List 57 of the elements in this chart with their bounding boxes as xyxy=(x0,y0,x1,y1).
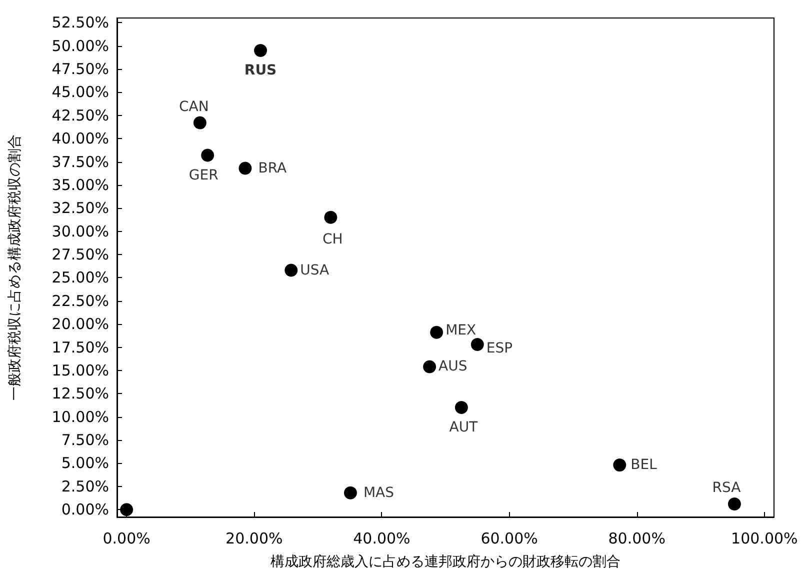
annotation: AUT xyxy=(449,420,478,436)
y-axis-title: 一般政府税収に占める構成政府税収の割合 xyxy=(7,134,23,400)
x-tick-label: 60.00% xyxy=(480,530,538,548)
annotation: CH xyxy=(322,231,343,248)
x-tick-label: 0.00% xyxy=(102,530,150,548)
point xyxy=(470,338,484,351)
y-tick-label: 27.50% xyxy=(52,246,109,264)
annotation: GER xyxy=(188,167,219,184)
y-tick-label: 5.00% xyxy=(61,454,109,472)
point xyxy=(254,44,268,57)
x-axis-title: 構成政府総歳入に占める連邦政府からの財政移転の割合 xyxy=(270,554,620,570)
y-tick-label: 45.00% xyxy=(52,83,109,102)
y-tick-label: 37.50% xyxy=(52,152,109,171)
annotation: AUS xyxy=(438,358,468,375)
y-tick-label: 17.50% xyxy=(52,338,109,356)
y-tick-label: 30.00% xyxy=(52,222,109,240)
y-tick-label: 25.00% xyxy=(52,268,109,287)
y-tick-label: 40.00% xyxy=(52,130,109,148)
y-tick-label: 15.00% xyxy=(52,361,109,380)
y-tick-label: 52.50% xyxy=(52,14,109,32)
annotation: RSA xyxy=(712,480,742,496)
y-tick-label: 32.50% xyxy=(52,199,109,218)
point xyxy=(201,148,214,162)
point xyxy=(324,210,338,224)
x-tick-label: 100.00% xyxy=(731,530,798,548)
y-tick-label: 7.50% xyxy=(61,431,109,450)
point xyxy=(344,486,357,500)
point xyxy=(238,162,252,175)
point xyxy=(430,326,444,339)
point xyxy=(423,360,436,374)
y-tick-label: 50.00% xyxy=(52,36,109,55)
point xyxy=(454,401,468,414)
annotation: CAN xyxy=(179,98,209,115)
annotation: BRA xyxy=(258,160,287,176)
point xyxy=(728,498,741,511)
annotation: MEX xyxy=(446,322,476,338)
annotation: RUS xyxy=(244,62,277,78)
y-tick-label: 20.00% xyxy=(52,315,109,334)
y-tick-label: 10.00% xyxy=(52,408,109,426)
annotation: ESP xyxy=(486,340,513,356)
y-tick-label: 35.00% xyxy=(52,176,109,194)
x-tick-label: 40.00% xyxy=(353,530,410,548)
point xyxy=(193,116,206,130)
y-tick-label: 12.50% xyxy=(52,384,109,403)
y-tick-label: 47.50% xyxy=(52,60,109,78)
annotation: MAS xyxy=(363,484,394,501)
x-tick-label: 20.00% xyxy=(226,530,283,548)
y-tick-label: 22.50% xyxy=(52,292,109,310)
point xyxy=(120,503,134,516)
annotation: BEL xyxy=(630,457,658,474)
point xyxy=(613,458,626,472)
x-tick-label: 80.00% xyxy=(608,530,666,548)
y-tick-label: 42.50% xyxy=(52,106,109,124)
annotation: USA xyxy=(300,262,330,278)
y-tick-label: 2.50% xyxy=(61,477,109,496)
y-tick-label: 0.00% xyxy=(61,500,109,519)
point xyxy=(284,264,298,277)
